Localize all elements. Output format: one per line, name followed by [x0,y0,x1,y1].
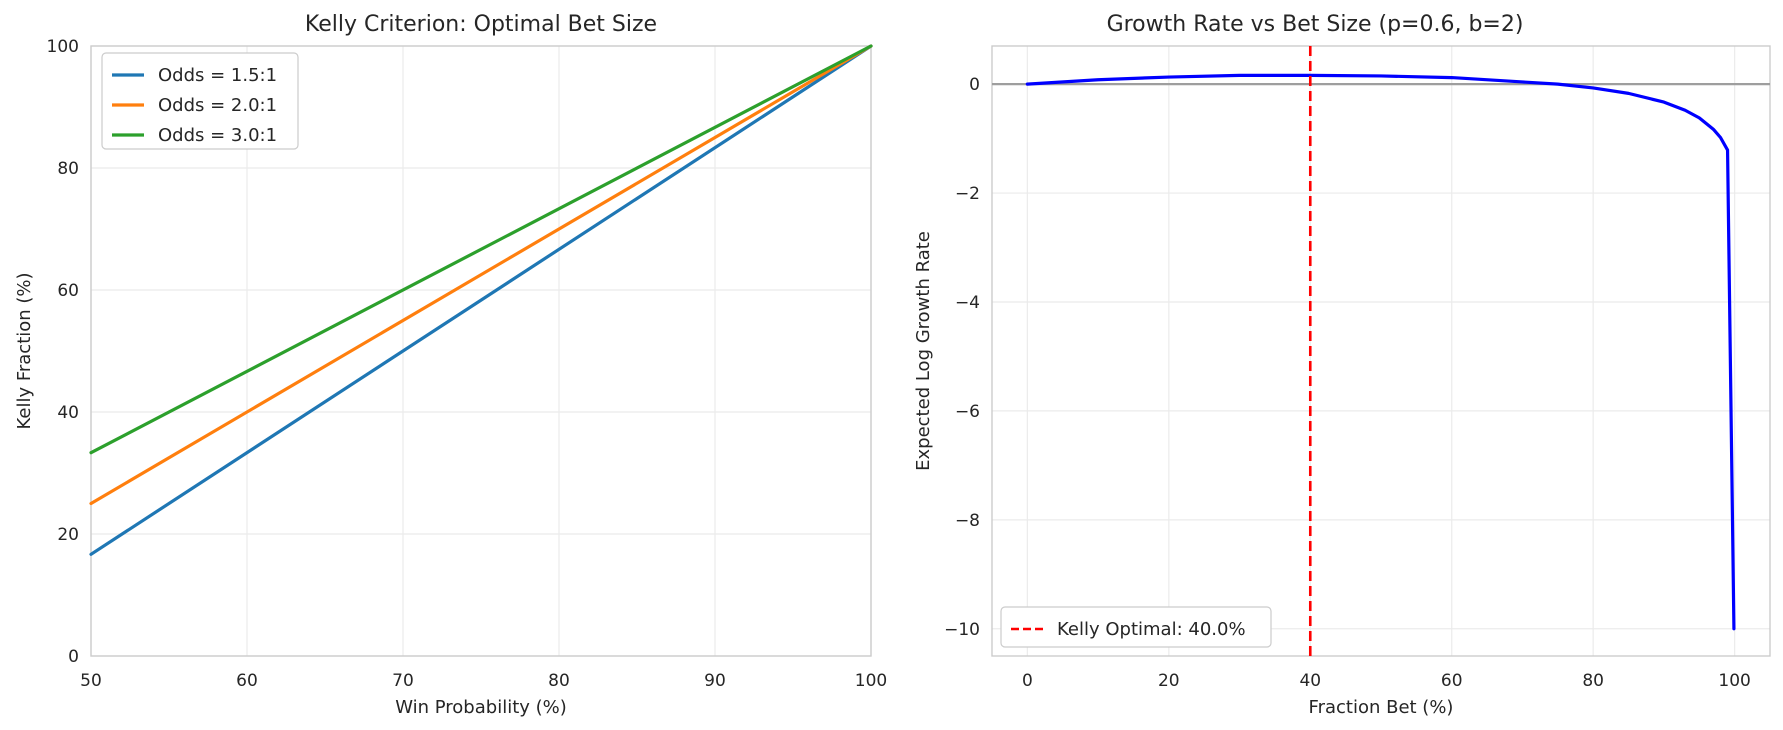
x-axis-label: Fraction Bet (%) [1309,697,1454,718]
y-tick-label: −4 [955,293,980,313]
x-tick-label: 90 [704,671,726,691]
y-tick-label: 0 [969,75,980,95]
y-tick-label: 20 [57,525,79,545]
chart-title: Kelly Criterion: Optimal Bet Size [305,12,657,37]
series-line-2 [89,44,873,506]
x-tick-label: 60 [236,671,258,691]
y-tick-label: 80 [57,159,79,179]
y-tick-labels: 0 −2 −4 −6 −8 −10 [944,75,980,640]
series-line-1 [1025,73,1736,631]
gridlines [992,46,1770,656]
chart-title: Growth Rate vs Bet Size (p=0.6, b=2) [1107,12,1524,37]
x-tick-label: 0 [1022,671,1033,691]
legend-label: Odds = 3.0:1 [158,125,277,146]
legend-box [101,52,299,150]
y-axis-label: Kelly Fraction (%) [14,272,35,429]
legend: Kelly Optimal: 40.0% [1000,606,1272,648]
series-lines [1025,73,1736,631]
legend-label: Odds = 2.0:1 [158,95,277,116]
x-tick-labels: 0 20 40 60 80 100 [1022,671,1751,691]
y-tick-label: −2 [955,184,980,204]
x-tick-label: 70 [392,671,414,691]
legend-label: Odds = 1.5:1 [158,65,277,86]
y-tick-label: −6 [955,402,980,422]
legend-box [1000,606,1272,648]
chart-growth-rate: Growth Rate vs Bet Size (p=0.6, b=2) 0 20… [913,12,1771,718]
legend: Odds = 1.5:1 Odds = 2.0:1 Odds = 3.0:1 [101,52,299,150]
y-tick-label: 0 [68,647,79,667]
series-line-1 [89,44,873,556]
x-tick-label: 40 [1299,671,1321,691]
y-tick-label: 40 [57,403,79,423]
x-tick-label: 80 [1582,671,1604,691]
x-tick-label: 50 [80,671,102,691]
x-tick-label: 20 [1158,671,1180,691]
x-tick-label: 60 [1441,671,1463,691]
series-lines [89,44,873,556]
x-tick-label: 100 [1718,671,1750,691]
chart-kelly-fraction: Kelly Criterion: Optimal Bet Size 50 60 70… [14,12,887,718]
x-tick-label: 80 [548,671,570,691]
plot-frame [991,45,1771,657]
y-tick-label: 100 [47,37,79,57]
y-tick-labels: 0 20 40 60 80 100 [47,37,79,667]
plot-frame [90,45,872,657]
y-tick-label: 60 [57,281,79,301]
x-tick-label: 100 [855,671,887,691]
series-line-3 [89,44,873,455]
y-tick-label: −10 [944,620,980,640]
legend-label: Kelly Optimal: 40.0% [1057,619,1246,640]
x-tick-labels: 50 60 70 80 90 100 [80,671,887,691]
y-tick-label: −8 [955,511,980,531]
y-axis-label: Expected Log Growth Rate [913,231,934,471]
x-axis-label: Win Probability (%) [395,697,567,718]
